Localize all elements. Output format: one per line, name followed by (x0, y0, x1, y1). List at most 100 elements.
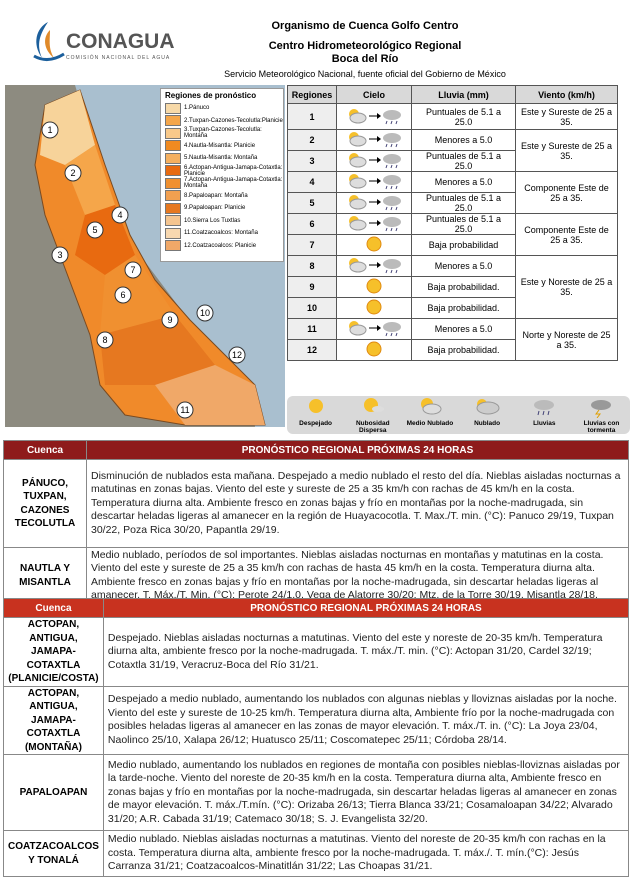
forecast-row: 1 Puntuales de 5.1 a 25.0 Este y Sureste d… (287, 103, 618, 130)
header-cell: Cuenca (3, 440, 87, 460)
legend-swatch (165, 102, 181, 114)
wind-cell: Este y Sureste de 25 a 35. (515, 103, 618, 130)
forecast-text: Despejado a medio nublado, aumentando lo… (102, 685, 630, 755)
row: COATZACOALCOS Y TONALÁ Medio nublado. Nie… (3, 830, 630, 877)
forecast-row: 4 Menores a 5.0 Componente Este de 25 a 35… (287, 171, 618, 214)
region-number: 7 (130, 265, 135, 275)
region-number: 8 (102, 335, 107, 345)
region-marker (86, 221, 104, 239)
sky-icon (591, 400, 612, 419)
forecast-table-1: Cuenca PRONÓSTICO REGIONAL PRÓXIMAS 24 HO… (3, 440, 629, 604)
rain-cell: Menores a 5.0 (411, 171, 516, 193)
legend-swatch (165, 140, 181, 152)
region-marker (41, 121, 59, 139)
org: Organismo de Cuenca Golfo Centro (271, 20, 459, 32)
wind-cell: Este y Noreste de 25 a 35. (515, 255, 618, 319)
region-marker (124, 261, 142, 279)
sky-cell (336, 234, 412, 256)
header-cell: Regiones (287, 85, 337, 104)
legend-label: 6.Actopan-Antigua-Jamapa-Cotaxtla: Plani… (184, 164, 283, 177)
legend-swatch (165, 227, 181, 239)
legend-item: 9.Papaloapan: Planicie (161, 202, 283, 215)
wind-cell: Este y Sureste de 25 a 35. (515, 129, 618, 172)
sky-legend-item: Despejado (287, 396, 344, 434)
rain-cell: Menores a 5.0 (411, 129, 516, 151)
rain-cell: Menores a 5.0 (411, 255, 516, 277)
header-cell: Viento (km/h) (515, 85, 618, 104)
header-row: Cuenca PRONÓSTICO REGIONAL PRÓXIMAS 24 HO… (3, 440, 629, 460)
rain-cell: Baja probabilidad. (411, 339, 516, 361)
region-cell: 3 (287, 150, 337, 172)
legend-swatch (165, 240, 181, 252)
rain-cell: Baja probabilidad (411, 234, 516, 256)
region-cell: 12 (287, 339, 337, 361)
legend-item: 7.Actopan-Antigua-Jamapa-Cotaxtla: Monta… (161, 177, 283, 190)
sky-label: Nubosidad Dispersa (355, 420, 390, 434)
sky-cell (336, 339, 412, 361)
legend-label: 11.Coatzacoalcos: Montaña (184, 230, 258, 237)
sky-legend-item: Lluvias (516, 396, 573, 434)
cuenca-cell: COATZACOALCOS Y TONALÁ (3, 830, 104, 877)
forecast-text: Medio nublado. Nieblas aisladas nocturna… (102, 830, 630, 877)
forecast-text: Medio nublado, períodos de sol important… (86, 547, 629, 604)
sky-legend-item: Nublado (459, 396, 516, 434)
row: ACTOPAN, ANTIGUA, JAMAPA-COTAXTLA (PLANI… (3, 617, 630, 687)
legend-label: 5.Nautla-Misantla: Montaña (184, 155, 258, 162)
region-cell: 11 (287, 318, 337, 340)
legend-swatch (165, 152, 181, 164)
region-cell: 1 (287, 103, 337, 130)
region-number: 11 (180, 405, 189, 415)
service: Servicio Meteorológico Nacional, fuente … (224, 69, 506, 79)
region-marker (96, 331, 114, 349)
region-number: 9 (167, 315, 172, 325)
sky-cell (336, 129, 412, 151)
row: PAPALOAPAN Medio nublado, aumentando los … (3, 754, 630, 831)
region-number: 5 (92, 225, 97, 235)
legend-swatch (165, 115, 181, 127)
wind-cell: Componente Este de 25 a 35. (515, 213, 618, 256)
region-number: 3 (57, 250, 62, 260)
header-row: Regiones Cielo Lluvia (mm) Viento (km/h) (287, 85, 618, 104)
sky-cell (336, 276, 412, 298)
cuenca-cell: PÁNUCO, TUXPAN, CAZONES TECOLUTLA (3, 459, 87, 548)
sky-cell (336, 318, 412, 340)
region-cell: 7 (287, 234, 337, 256)
row: NAUTLA Y MISANTLA Medio nublado, períodos… (3, 547, 629, 604)
legend-swatch (165, 202, 181, 214)
header-row: Cuenca PRONÓSTICO REGIONAL PRÓXIMAS 24 HO… (3, 598, 630, 618)
rain-cell: Menores a 5.0 (411, 318, 516, 340)
region-cell: 10 (287, 297, 337, 319)
rain-cell: Puntuales de 5.1 a 25.0 (411, 150, 516, 172)
rain-cell: Baja probabilidad. (411, 297, 516, 319)
legend-swatch (165, 127, 181, 139)
legend-label: 1.Pánuco (184, 105, 210, 112)
legend-item: 3.Tuxpan-Cazones-Tecolutla: Montaña (161, 127, 283, 140)
sky-icon (363, 398, 384, 412)
sky-icon (476, 399, 500, 415)
cuenca-cell: ACTOPAN, ANTIGUA, JAMAPA-COTAXTLA (MONTA… (3, 685, 104, 755)
sky-icon (308, 399, 323, 413)
sky-cell (336, 297, 412, 319)
rain-cell: Puntuales de 5.1 a 25.0 (411, 213, 516, 235)
cuenca-cell: PAPALOAPAN (3, 754, 104, 831)
sky-icon (534, 400, 555, 416)
region-number: 12 (232, 350, 242, 360)
wind-cell: Componente Este de 25 a 35. (515, 171, 618, 214)
legend-title: Regiones de pronóstico (165, 91, 257, 100)
legend-swatch (165, 177, 181, 189)
header-cell: Lluvia (mm) (411, 85, 516, 104)
legend-label: 12.Coatzacoalcos: Planicie (184, 242, 257, 249)
forecast-row: 12 Baja probabilidad. (287, 339, 618, 361)
sky-cell (336, 103, 412, 130)
legend-item: 6.Actopan-Antigua-Jamapa-Cotaxtla: Plani… (161, 165, 283, 178)
region-marker (64, 164, 82, 182)
region-marker (228, 346, 246, 364)
region-cell: 6 (287, 213, 337, 235)
header-cell: PRONÓSTICO REGIONAL PRÓXIMAS 24 HORAS (102, 598, 630, 618)
center: Centro Hidrometeorológico Regional (268, 40, 462, 52)
sky-cell (336, 255, 412, 277)
sky-label: Lluvias con tormenta (583, 420, 620, 434)
legend-item: 4.Nautla-Misantla: Planicie (161, 140, 283, 153)
place: Boca del Río (331, 53, 399, 65)
